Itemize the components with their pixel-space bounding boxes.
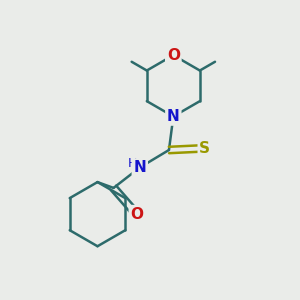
Text: H: H <box>128 157 137 169</box>
Text: S: S <box>199 141 210 156</box>
Text: N: N <box>134 160 146 175</box>
Text: O: O <box>167 48 180 63</box>
Text: O: O <box>130 207 143 222</box>
Text: N: N <box>167 109 180 124</box>
